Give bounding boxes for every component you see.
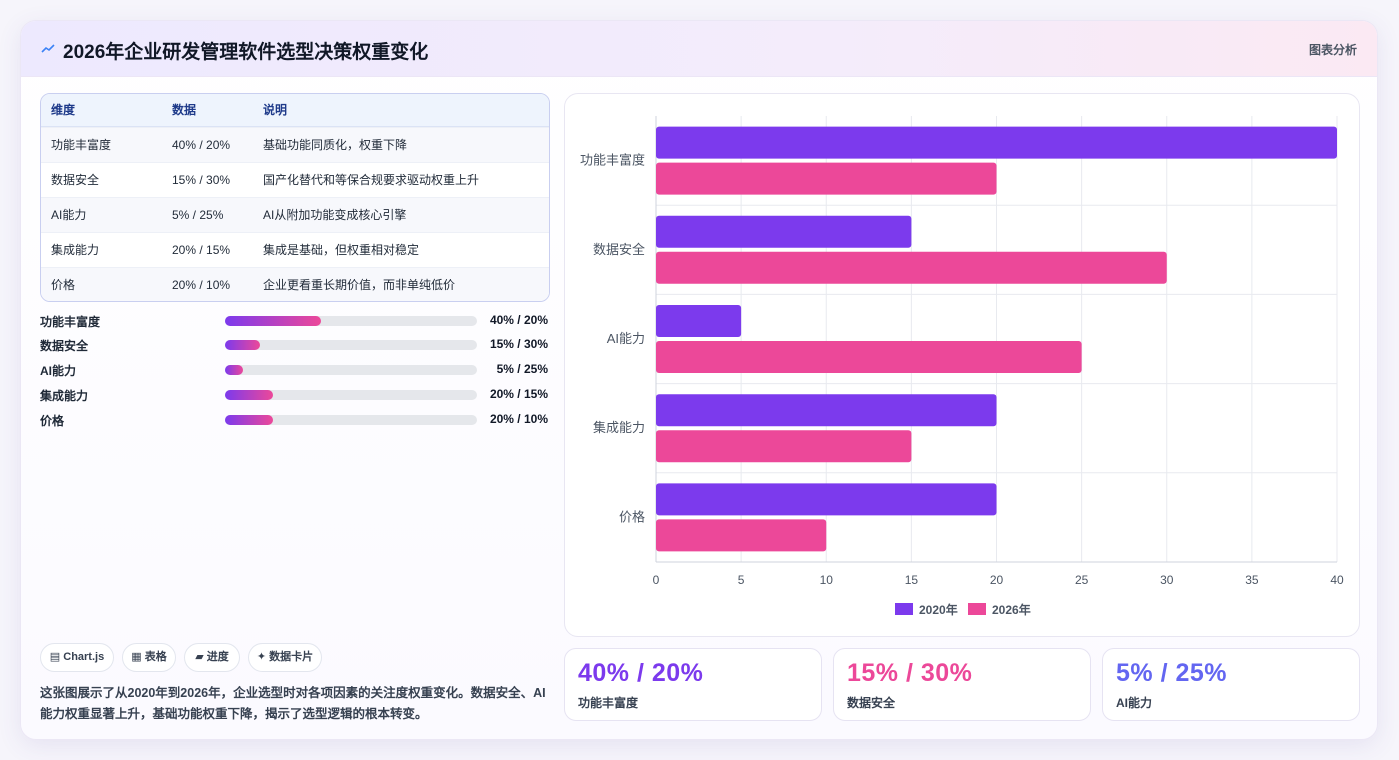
progress-value: 20% / 10% [489, 412, 548, 426]
stat-value: 5% / 25% [1116, 659, 1228, 687]
progress-fill [225, 390, 273, 400]
progress-value: 40% / 20% [489, 313, 548, 327]
bar-series-1 [656, 305, 742, 337]
table-cell: 集成能力 [51, 243, 100, 257]
column-header: 说明 [263, 103, 288, 117]
bar-series-2 [656, 162, 997, 195]
progress-track [225, 365, 477, 375]
bar-series-1 [656, 215, 912, 248]
progress-track [225, 316, 477, 326]
tag-data-card[interactable]: ✦ 数据卡片 [248, 643, 322, 672]
table-cell: 数据安全 [51, 173, 100, 187]
legend-label: 2020年 [919, 602, 958, 617]
progress-value: 20% / 15% [489, 387, 548, 401]
tag-chartjs[interactable]: ▤ Chart.js [40, 643, 114, 672]
category-label: 功能丰富度 [580, 153, 645, 168]
weights-table: 维度 数据 说明 功能丰富度 40% / 20% 基础功能同质化，权重下降 数据… [40, 93, 550, 302]
stat-card: 40% / 20% 功能丰富度 [564, 648, 822, 721]
progress-row: AI能力 5% / 25% [40, 360, 550, 380]
main-card: 2026年企业研发管理软件选型决策权重变化 图表分析 维度 数据 说明 功能丰富… [20, 20, 1378, 740]
table-cell: 5% / 25% [172, 208, 224, 222]
progress-row: 功能丰富度 40% / 20% [40, 311, 550, 331]
table-row: 集成能力 20% / 15% 集成是基础，但权重相对稳定 [41, 232, 549, 267]
tag-table[interactable]: ▦ 表格 [122, 643, 176, 672]
chart-panel: 0 5 10 15 20 25 30 35 40 功能丰富度数据安全 AI能力集成能力价格 2020年… [564, 93, 1360, 637]
table-cell: 20% / 15% [172, 243, 231, 257]
progress-fill [225, 316, 321, 326]
table-row: 价格 20% / 10% 企业更看重长期价值，而非单纯低价 [41, 267, 549, 301]
table-row: 功能丰富度 40% / 20% 基础功能同质化，权重下降 [41, 127, 549, 162]
progress-fill [225, 365, 243, 375]
category-label: 价格 [619, 509, 645, 524]
stat-label: 功能丰富度 [578, 696, 639, 710]
category-label: 集成能力 [593, 420, 645, 435]
bar-series-2 [656, 430, 912, 463]
x-tick-label: 0 [653, 573, 660, 587]
table-cell: AI从附加功能变成核心引擎 [263, 208, 407, 222]
progress-label: 价格 [40, 414, 65, 428]
progress-label: AI能力 [40, 364, 77, 378]
table-cell: 企业更看重长期价值，而非单纯低价 [263, 278, 456, 292]
stat-label: AI能力 [1116, 696, 1153, 710]
progress-value: 15% / 30% [489, 337, 548, 351]
trend-icon [41, 44, 55, 53]
stat-card: 5% / 25% AI能力 [1102, 648, 1360, 721]
stat-value: 40% / 20% [578, 659, 704, 687]
table-cell: 集成是基础，但权重相对稳定 [263, 243, 420, 257]
progress-label: 集成能力 [40, 389, 89, 403]
x-tick-label: 35 [1245, 573, 1259, 587]
column-header: 维度 [51, 103, 76, 117]
bar-series-1 [656, 483, 997, 516]
progress-label: 数据安全 [40, 339, 89, 353]
x-tick-label: 10 [820, 573, 834, 587]
tag-progress[interactable]: ▰ 进度 [184, 643, 240, 672]
progress-track [225, 340, 477, 350]
table-cell: 20% / 10% [172, 278, 231, 292]
bar-series-1 [656, 394, 997, 427]
table-cell: 基础功能同质化，权重下降 [263, 138, 408, 152]
progress-fill [225, 340, 261, 350]
progress-fill [225, 415, 273, 425]
x-tick-label: 25 [1075, 573, 1089, 587]
legend-swatch [895, 603, 913, 615]
table-row: AI能力 5% / 25% AI从附加功能变成核心引擎 [41, 197, 549, 232]
bar-series-2 [656, 251, 1167, 284]
table-header: 维度 数据 说明 [41, 94, 549, 127]
x-tick-label: 5 [738, 573, 745, 587]
x-tick-label: 20 [990, 573, 1004, 587]
category-label: AI能力 [607, 331, 645, 346]
bar-series-1 [656, 126, 1337, 159]
bar-series-2 [656, 519, 827, 552]
progress-value: 5% / 25% [496, 362, 548, 376]
stat-card: 15% / 30% 数据安全 [833, 648, 1091, 721]
legend-swatch [968, 603, 986, 615]
stat-label: 数据安全 [847, 696, 896, 710]
column-header: 数据 [172, 103, 197, 117]
x-tick-label: 30 [1160, 573, 1174, 587]
table-cell: 40% / 20% [172, 138, 231, 152]
x-tick-label: 15 [905, 573, 919, 587]
table-cell: 国产化替代和等保合规要求驱动权重上升 [263, 173, 480, 187]
table-cell: 功能丰富度 [51, 138, 112, 152]
table-cell: 15% / 30% [172, 173, 231, 187]
table-row: 数据安全 15% / 30% 国产化替代和等保合规要求驱动权重上升 [41, 162, 549, 197]
progress-label: 功能丰富度 [40, 315, 101, 329]
progress-track [225, 415, 477, 425]
table-cell: 价格 [51, 278, 76, 292]
description: 这张图展示了从2020年到2026年，企业选型时对各项因素的关注度权重变化。数据… [40, 686, 546, 721]
progress-row: 数据安全 15% / 30% [40, 335, 550, 355]
chart-analysis-label: 图表分析 [1308, 43, 1357, 57]
stat-value: 15% / 30% [847, 659, 973, 687]
bar-series-2 [656, 341, 1082, 373]
progress-row: 价格 20% / 10% [40, 410, 550, 430]
progress-track [225, 390, 477, 400]
header: 2026年企业研发管理软件选型决策权重变化 图表分析 [21, 21, 1377, 77]
category-label: 数据安全 [593, 242, 645, 257]
progress-row: 集成能力 20% / 15% [40, 385, 550, 405]
page-title: 2026年企业研发管理软件选型决策权重变化 [63, 42, 429, 63]
x-tick-label: 40 [1330, 573, 1344, 587]
table-cell: AI能力 [51, 208, 87, 222]
legend-label: 2026年 [992, 602, 1031, 617]
